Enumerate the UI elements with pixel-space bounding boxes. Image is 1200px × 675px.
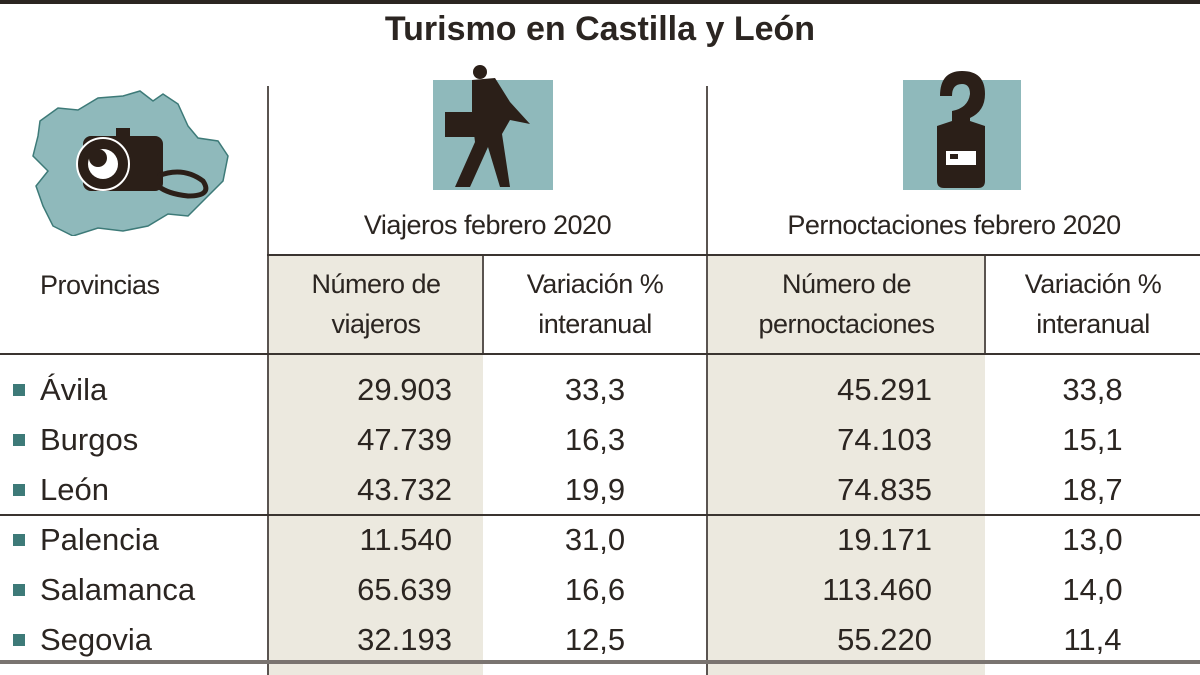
pernoctaciones-value: 74.103: [837, 422, 932, 457]
page-title: Turismo en Castilla y León: [384, 10, 816, 48]
table-row: Segovia 32.193 12,5 55.220 11,4: [0, 615, 1200, 665]
viajeros-value: 29.903: [357, 372, 452, 407]
viajeros-value: 47.739: [357, 422, 452, 457]
top-rule: [0, 0, 1200, 4]
header-line: interanual: [538, 309, 652, 339]
row-bullet: [13, 534, 25, 546]
column-header-variacion-pernoctaciones: Variación % interanual: [986, 264, 1200, 344]
bottom-rule: [0, 660, 1200, 664]
variacion-pernoctaciones-value: 11,4: [1063, 622, 1122, 657]
divider-horizontal: [0, 514, 1200, 516]
column-header-numero-viajeros: Número de viajeros: [269, 264, 483, 344]
castilla-leon-map-camera-icon: [32, 90, 229, 236]
viajeros-value: 32.193: [357, 622, 452, 657]
variacion-pernoctaciones-value: 13,0: [1062, 522, 1123, 557]
pernoctaciones-value: 19.171: [837, 522, 932, 557]
province-name: Palencia: [40, 522, 159, 557]
viajeros-value: 65.639: [357, 572, 452, 607]
variacion-pernoctaciones-value: 18,7: [1062, 472, 1123, 507]
traveler-with-briefcase-icon: [445, 65, 530, 187]
header-line: Número de: [311, 269, 441, 299]
variacion-viajeros-value: 19,9: [564, 472, 626, 507]
divider-vertical: [706, 86, 708, 675]
header-line: Variación %: [1024, 269, 1162, 299]
table-row: Palencia 11.540 31,0 19.171 13,0: [0, 515, 1200, 565]
variacion-viajeros-value: 16,3: [564, 422, 626, 457]
divider-vertical: [482, 256, 484, 355]
header-line: viajeros: [331, 309, 421, 339]
viajeros-value: 43.732: [357, 472, 452, 507]
province-name: Salamanca: [40, 572, 196, 607]
variacion-viajeros-value: 12,5: [564, 622, 626, 657]
province-name: Segovia: [40, 622, 153, 657]
variacion-pernoctaciones-value: 15,1: [1062, 422, 1123, 457]
header-line: pernoctaciones: [758, 309, 935, 339]
shaded-column-viajeros: [269, 256, 483, 675]
pernoctaciones-value: 113.460: [822, 572, 932, 607]
pernoctaciones-value: 45.291: [837, 372, 932, 407]
variacion-viajeros-value: 16,6: [564, 572, 626, 607]
viajeros-value: 11.540: [359, 522, 452, 557]
row-bullet: [13, 634, 25, 646]
row-header-provincias: Provincias: [40, 270, 160, 300]
header-line: interanual: [1036, 309, 1150, 339]
row-bullet: [13, 484, 25, 496]
divider-horizontal: [267, 254, 1200, 256]
hotel-door-hanger-icon: [937, 71, 985, 188]
column-header-variacion-viajeros: Variación % interanual: [484, 264, 706, 344]
table-row: León 43.732 19,9 74.835 18,7: [0, 465, 1200, 515]
row-bullet: [13, 434, 25, 446]
variacion-viajeros-value: 33,3: [564, 372, 626, 407]
pernoctaciones-value: 55.220: [837, 622, 932, 657]
divider-vertical: [984, 256, 986, 355]
shaded-column-pernoctaciones: [708, 256, 985, 675]
group-header-pernoctaciones: Pernoctaciones febrero 2020: [787, 210, 1121, 240]
table-row: Ávila 29.903 33,3 45.291 33,8: [0, 365, 1200, 415]
table-row: Salamanca 65.639 16,6 113.460 14,0: [0, 565, 1200, 615]
variacion-pernoctaciones-value: 33,8: [1062, 372, 1123, 407]
header-line: Variación %: [526, 269, 664, 299]
variacion-pernoctaciones-value: 14,0: [1062, 572, 1123, 607]
province-name: León: [40, 472, 109, 507]
province-name: Burgos: [40, 422, 139, 457]
divider-vertical: [267, 86, 269, 675]
group-header-viajeros: Viajeros febrero 2020: [363, 210, 612, 240]
row-bullet: [13, 384, 25, 396]
row-bullet: [13, 584, 25, 596]
province-name: Ávila: [40, 372, 108, 407]
variacion-viajeros-value: 31,0: [564, 522, 626, 557]
header-line: Número de: [781, 269, 912, 299]
table-row: Burgos 47.739 16,3 74.103 15,1: [0, 415, 1200, 465]
pernoctaciones-value: 74.835: [837, 472, 932, 507]
header-rule: [0, 353, 1200, 355]
column-header-numero-pernoctaciones: Número de pernoctaciones: [708, 264, 985, 344]
